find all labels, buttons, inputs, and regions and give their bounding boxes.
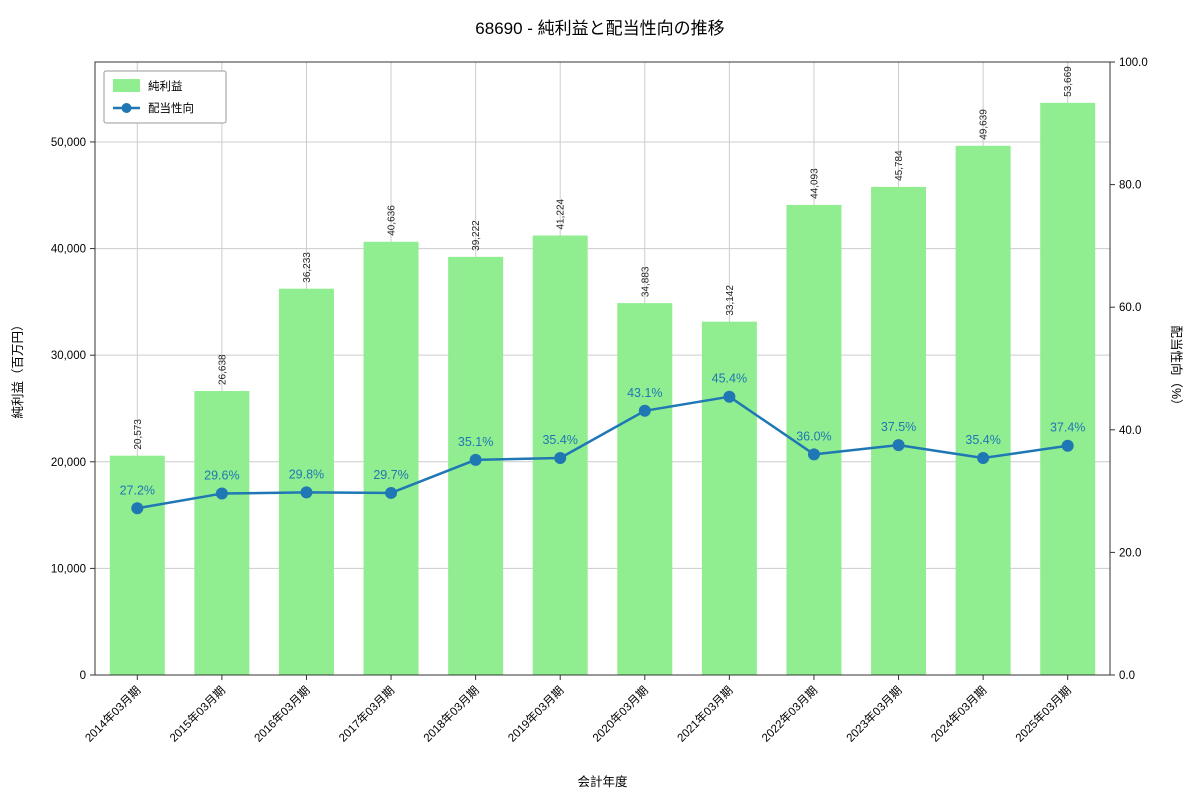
x-tick-label: 2020年03月期	[589, 683, 650, 744]
payout-marker	[215, 487, 228, 500]
bar-value-label: 20,573	[133, 419, 144, 450]
net-income-bar	[363, 241, 419, 675]
chart-title: 68690 - 純利益と配当性向の推移	[475, 19, 725, 38]
y-right-tick-label: 40.0	[1119, 425, 1141, 437]
payout-marker	[300, 486, 313, 499]
payout-marker	[638, 404, 651, 417]
payout-marker	[723, 390, 736, 403]
bar-value-label: 33,142	[725, 285, 736, 316]
x-tick-label: 2014年03月期	[82, 683, 143, 744]
legend-label-payout: 配当性向	[148, 101, 194, 115]
y-left-tick-label: 50,000	[51, 137, 86, 149]
bar-value-label: 53,669	[1063, 66, 1074, 97]
payout-value-label: 35.4%	[965, 433, 1000, 447]
net-income-bar	[109, 455, 165, 675]
legend-box	[103, 70, 227, 124]
x-tick-label: 2017年03月期	[336, 683, 397, 744]
payout-value-label: 27.2%	[120, 483, 155, 497]
y-right-tick-label: 20.0	[1119, 547, 1141, 559]
x-tick-label: 2018年03月期	[420, 683, 481, 744]
payout-value-label: 45.4%	[712, 372, 747, 386]
payout-marker	[807, 448, 820, 461]
y-axis-label-right: 配当性向（%）	[1169, 325, 1184, 411]
plot-border	[94, 61, 1111, 676]
net-income-bar	[701, 321, 757, 675]
x-tick-label: 2023年03月期	[843, 683, 904, 744]
y-axis-label-left: 純利益（百万円）	[11, 318, 25, 418]
payout-marker	[469, 453, 482, 466]
x-axis-label: 会計年度	[577, 774, 628, 789]
y-left-tick-label: 10,000	[51, 563, 86, 575]
x-tick-label: 2015年03月期	[167, 683, 228, 744]
legend-swatch-net-income	[113, 79, 140, 92]
net-income-bar	[194, 391, 250, 675]
payout-value-label: 37.4%	[1050, 421, 1085, 435]
net-income-bar	[278, 288, 334, 675]
bar-value-label: 40,636	[387, 205, 398, 236]
payout-marker	[977, 451, 990, 464]
y-right-tick-label: 0.0	[1119, 670, 1135, 682]
y-left-tick-label: 0	[80, 670, 86, 682]
net-income-bar	[955, 145, 1011, 675]
payout-value-label: 43.1%	[627, 386, 662, 400]
payout-value-label: 35.4%	[542, 433, 577, 447]
bar-value-label: 36,233	[302, 252, 313, 283]
x-tick-label: 2016年03月期	[251, 683, 312, 744]
net-income-bar	[1040, 102, 1096, 675]
bar-value-label: 45,784	[894, 150, 905, 181]
payout-value-label: 35.1%	[458, 435, 493, 449]
y-left-tick-label: 30,000	[51, 350, 86, 362]
x-tick-label: 2021年03月期	[674, 683, 735, 744]
net-income-bar	[786, 204, 842, 675]
x-tick-label: 2019年03月期	[505, 683, 566, 744]
payout-marker	[554, 451, 567, 464]
bar-value-label: 49,639	[979, 109, 990, 140]
x-tick-label: 2025年03月期	[1012, 683, 1073, 744]
y-right-tick-label: 100.0	[1119, 57, 1148, 69]
bar-value-label: 41,224	[556, 198, 567, 229]
y-right-tick-label: 60.0	[1119, 302, 1141, 314]
payout-value-label: 36.0%	[796, 429, 831, 443]
x-tick-label: 2022年03月期	[759, 683, 820, 744]
payout-value-label: 29.6%	[204, 469, 239, 483]
legend-marker-payout	[121, 103, 132, 113]
y-left-tick-label: 40,000	[51, 244, 86, 256]
bar-value-label: 34,883	[640, 266, 651, 297]
bar-value-label: 44,093	[809, 168, 820, 199]
payout-value-label: 37.5%	[881, 420, 916, 434]
payout-marker	[385, 486, 398, 499]
bar-value-label: 39,222	[471, 220, 482, 251]
net-income-bar	[617, 303, 673, 675]
payout-marker	[131, 502, 144, 515]
payout-value-label: 29.7%	[373, 468, 408, 482]
y-right-tick-label: 80.0	[1119, 180, 1141, 192]
payout-value-label: 29.8%	[289, 467, 324, 481]
net-income-bar	[448, 256, 504, 675]
payout-marker	[892, 439, 905, 452]
net-income-bar	[871, 186, 927, 675]
payout-line	[137, 395, 1068, 510]
x-tick-label: 2024年03月期	[928, 683, 989, 744]
payout-marker	[1061, 439, 1074, 452]
y-left-tick-label: 20,000	[51, 457, 86, 469]
bar-value-label: 26,638	[217, 354, 228, 385]
legend-label-net-income: 純利益	[148, 79, 183, 93]
